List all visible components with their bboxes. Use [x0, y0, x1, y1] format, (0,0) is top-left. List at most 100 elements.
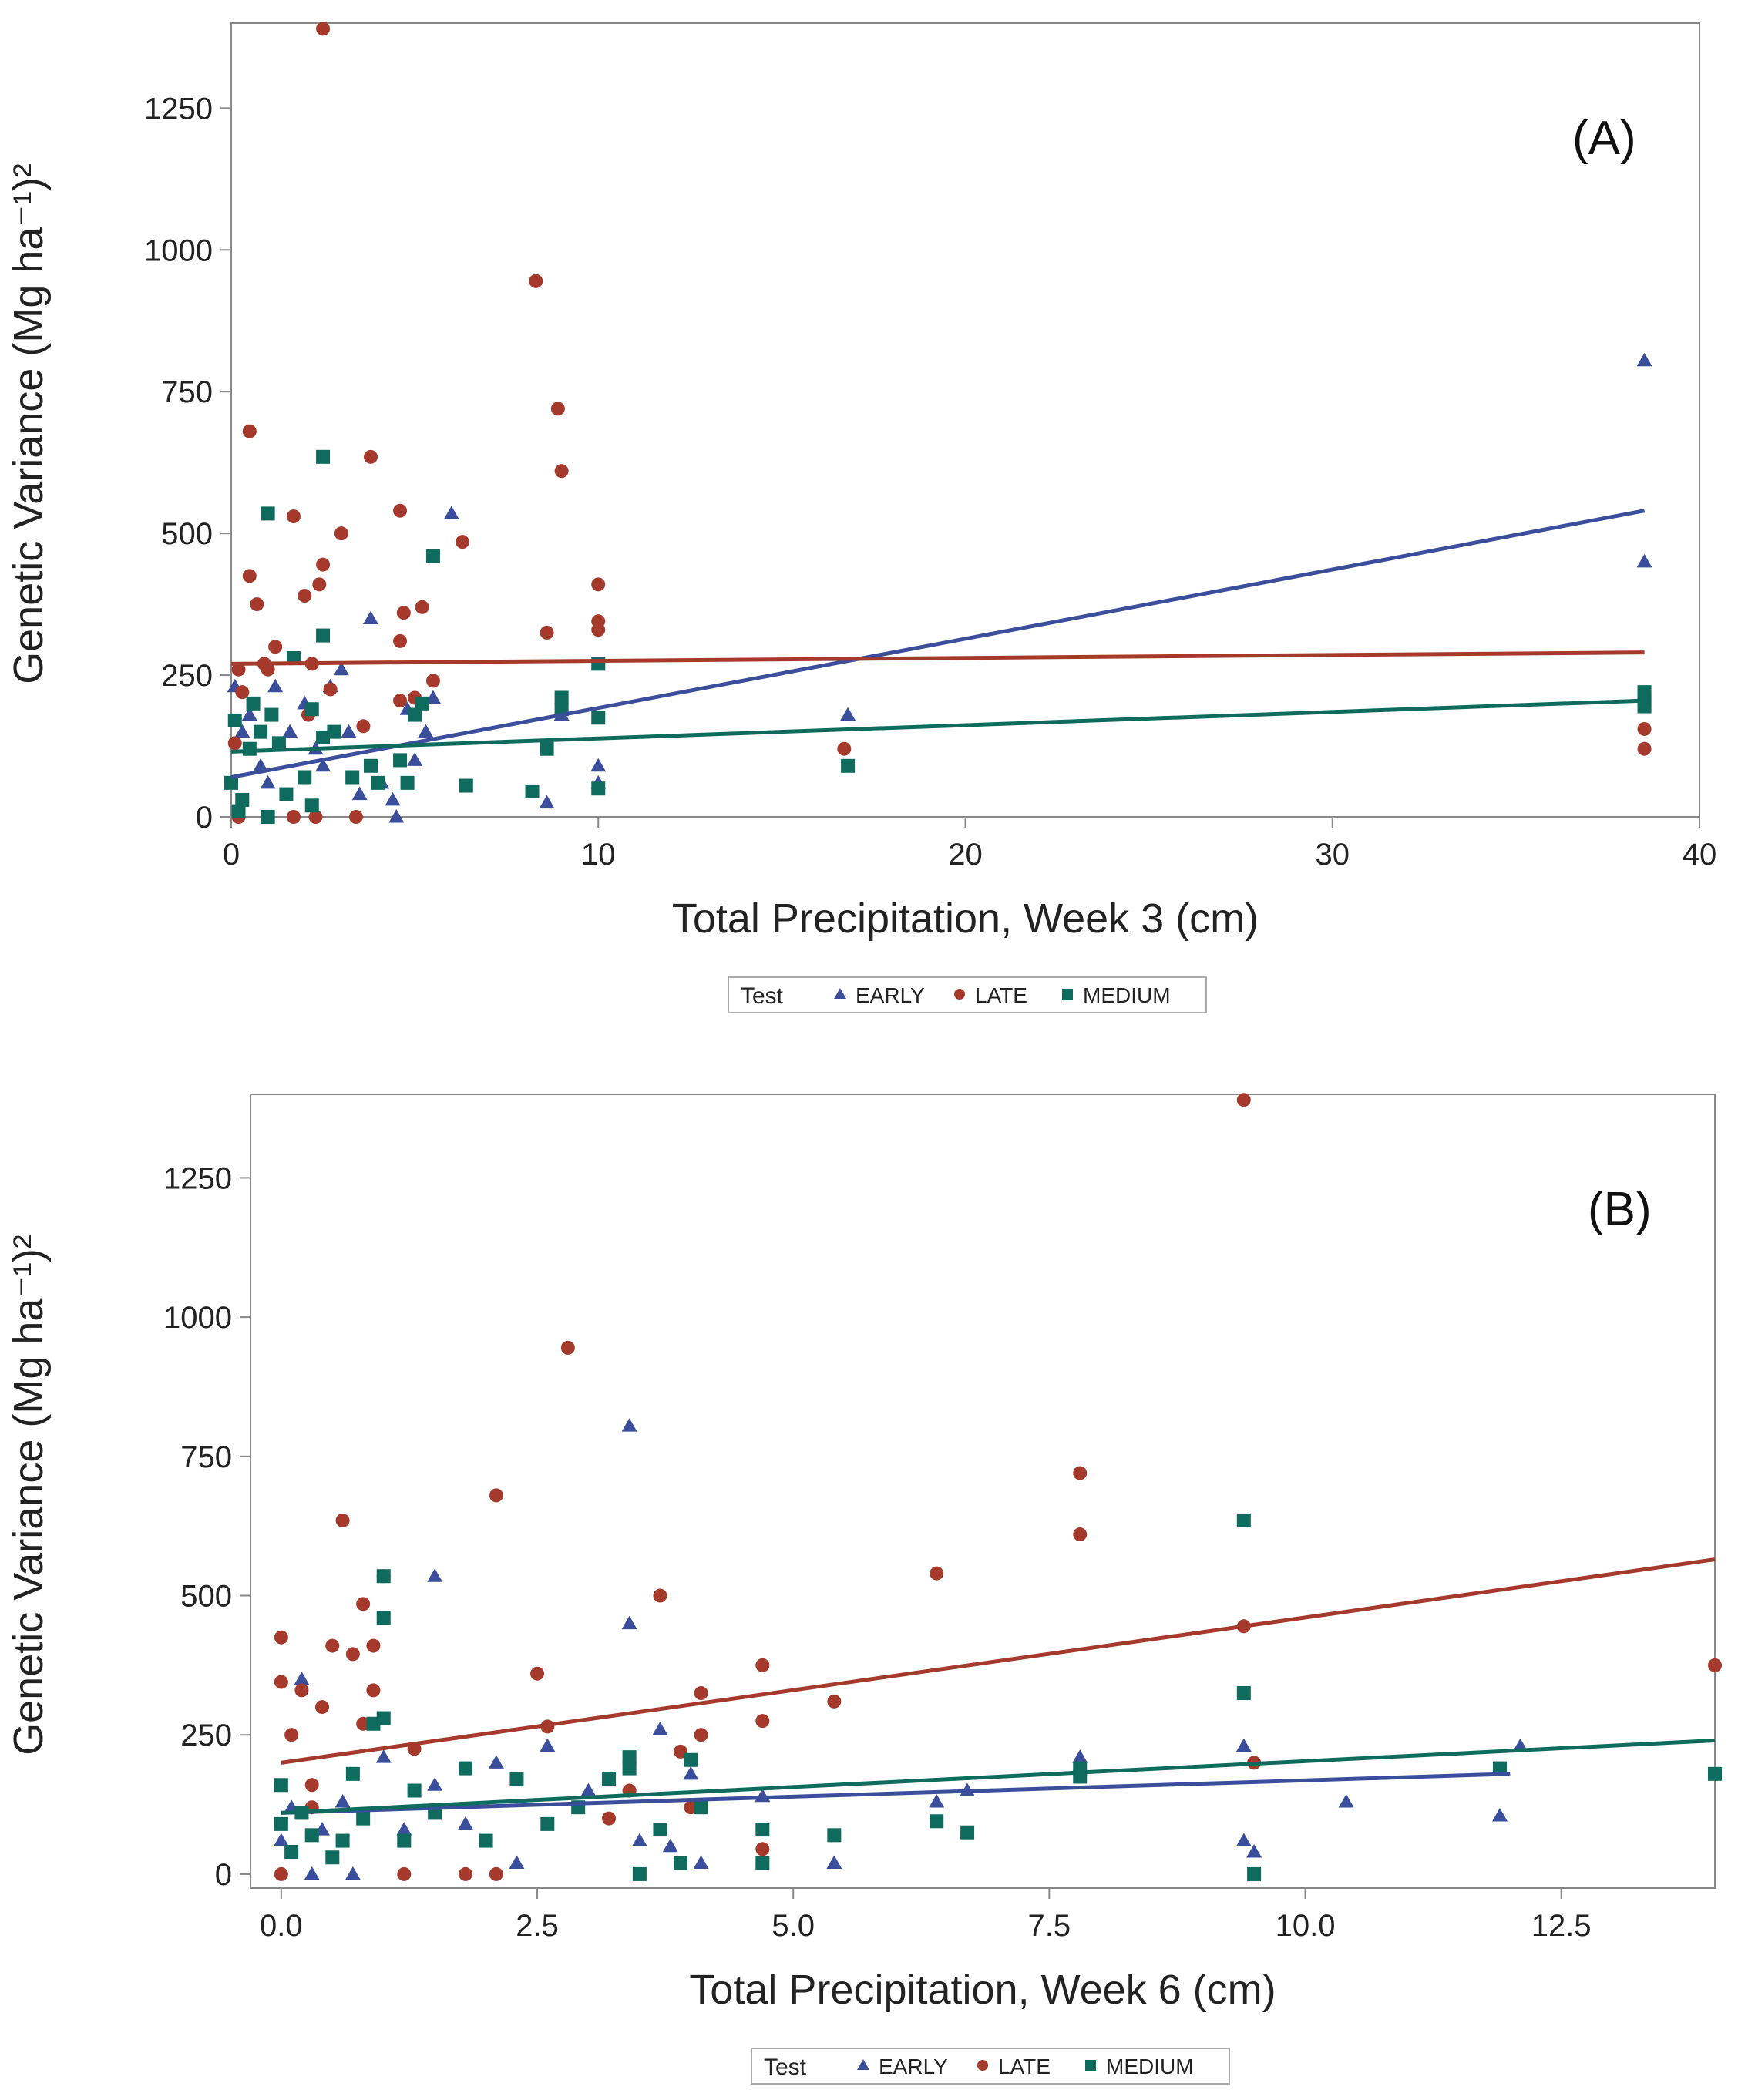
y-tick-label: 250 — [180, 1719, 232, 1752]
x-axis-label: Total Precipitation, Week 6 (cm) — [689, 1967, 1276, 2013]
data-point-medium — [254, 724, 268, 739]
data-point-medium — [284, 1845, 299, 1860]
data-point-early — [1235, 1738, 1252, 1752]
data-point-medium — [345, 770, 360, 785]
chart-b-svg: 0 250 500 750 1000 1250 0.0 2.5 5.0 7.5 10.0 12.5 To… — [5, 1093, 1722, 2085]
legend-entry: EARLY — [856, 983, 925, 1007]
data-point-medium — [841, 758, 856, 773]
y-tick-label: 750 — [180, 1440, 232, 1474]
data-point-late — [366, 1683, 381, 1698]
data-point-late — [591, 577, 606, 592]
x-tick-label: 30 — [1316, 838, 1350, 872]
data-point-medium — [393, 753, 408, 768]
data-point-medium — [231, 804, 246, 818]
fit-line-medium — [281, 1738, 1716, 1815]
y-tick-label: 1000 — [144, 234, 213, 267]
series-late — [274, 1093, 1722, 1881]
data-point-early — [253, 758, 269, 772]
data-point-late — [550, 402, 565, 416]
data-point-medium — [279, 787, 294, 801]
legend-entry: MEDIUM — [1106, 2055, 1194, 2078]
data-point-medium — [755, 1823, 770, 1837]
data-point-late — [316, 557, 331, 572]
data-point-medium — [304, 798, 319, 813]
data-point-medium — [261, 810, 275, 824]
series-medium — [274, 1513, 1722, 1881]
legend-entry: LATE — [998, 2055, 1051, 2078]
data-point-late — [356, 1597, 371, 1611]
data-point-medium — [325, 1850, 340, 1865]
data-point-late — [755, 1658, 770, 1672]
data-point-medium — [376, 1569, 391, 1584]
legend-marker-medium — [1062, 989, 1073, 1000]
data-point-late — [653, 1588, 667, 1603]
fit-line-medium — [230, 698, 1645, 754]
data-point-early — [234, 724, 250, 738]
data-point-late — [316, 22, 331, 36]
data-point-medium — [540, 1816, 555, 1831]
data-point-early — [345, 1866, 361, 1880]
data-point-late — [274, 1630, 288, 1645]
x-tick-label: 5.0 — [772, 1909, 815, 1943]
data-point-early — [418, 724, 434, 738]
panel-label: (B) — [1588, 1183, 1652, 1236]
series-early — [273, 1418, 1528, 1880]
data-point-medium — [653, 1823, 667, 1837]
x-tick-label: 20 — [948, 838, 983, 872]
data-point-late — [268, 640, 283, 654]
data-point-medium — [755, 1856, 770, 1870]
legend-square — [1062, 989, 1073, 1000]
data-point-late — [837, 741, 852, 756]
data-point-late — [393, 503, 408, 518]
chart-panel-b: 0 250 500 750 1000 1250 0.0 2.5 5.0 7.5 10.0 12.5 To… — [0, 1048, 1738, 2096]
data-point-medium — [622, 1761, 637, 1776]
y-tick-label: 500 — [180, 1580, 232, 1614]
data-point-medium — [316, 731, 331, 744]
data-point-late — [554, 464, 569, 479]
data-point-early — [1491, 1808, 1508, 1822]
data-point-late — [315, 1700, 330, 1715]
data-point-early — [1235, 1833, 1252, 1847]
data-point-medium — [1236, 1686, 1251, 1701]
data-point-late — [530, 1666, 545, 1681]
data-point-late — [286, 810, 301, 824]
y-tick-label: 0 — [196, 801, 213, 835]
data-point-late — [250, 597, 264, 612]
data-point-early — [580, 1782, 597, 1797]
data-point-medium — [304, 1828, 319, 1843]
data-point-medium — [960, 1825, 975, 1840]
legend-square — [1085, 2060, 1096, 2071]
y-tick-label: 0 — [215, 1858, 232, 1892]
y-tick-label: 1250 — [144, 92, 213, 126]
data-point-late — [459, 1866, 473, 1881]
data-point-medium — [602, 1772, 617, 1787]
data-point-early — [294, 1671, 310, 1685]
data-point-early — [590, 758, 607, 772]
x-tick-label: 2.5 — [516, 1909, 559, 1943]
data-point-late — [1708, 1658, 1722, 1672]
data-point-early — [427, 1777, 443, 1791]
data-point-early — [388, 809, 405, 823]
legend: Test EARLY LATE MEDIUM — [751, 2048, 1230, 2085]
data-point-medium — [930, 1814, 944, 1829]
data-point-early — [488, 1755, 504, 1769]
data-point-medium — [242, 741, 257, 756]
legend-marker-late — [977, 2060, 988, 2071]
data-point-medium — [694, 1800, 708, 1815]
data-point-medium — [674, 1856, 688, 1870]
fit-line-late — [281, 1557, 1716, 1765]
data-point-early — [334, 1793, 351, 1808]
data-point-early — [273, 1833, 289, 1847]
data-point-late — [242, 569, 257, 583]
data-point-early — [427, 1568, 443, 1582]
data-point-late — [755, 1842, 770, 1856]
data-point-medium — [632, 1866, 647, 1881]
data-point-medium — [327, 724, 341, 739]
x-tick-label: 0 — [223, 838, 240, 872]
data-point-late — [415, 600, 429, 614]
legend-marker-medium — [1085, 2060, 1096, 2071]
data-point-medium — [224, 775, 238, 790]
data-point-medium — [1492, 1761, 1507, 1776]
y-tick-label: 500 — [161, 517, 213, 551]
data-point-late — [489, 1866, 503, 1881]
